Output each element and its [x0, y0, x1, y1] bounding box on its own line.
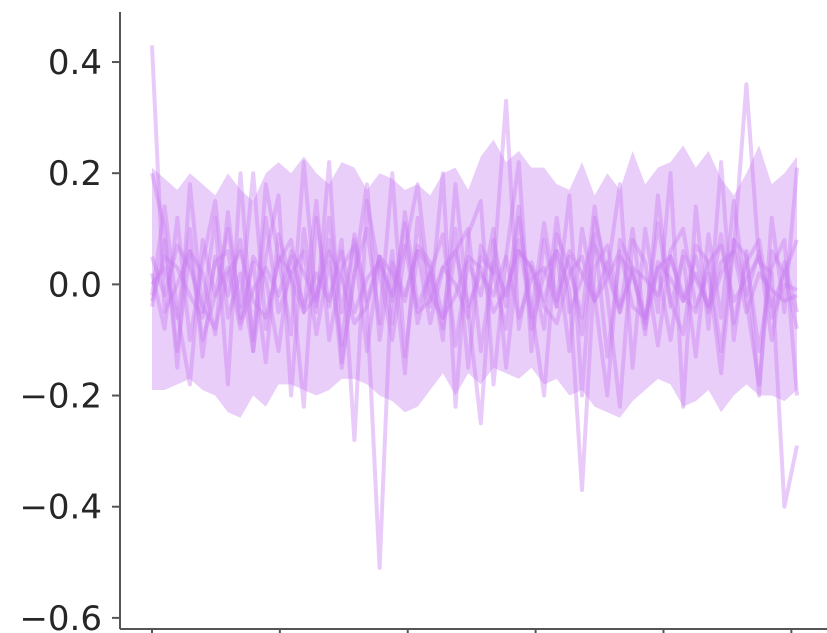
y-tick-label: 0.4 [48, 43, 102, 83]
y-tick-label: −0.4 [19, 488, 102, 528]
y-tick-label: −0.2 [19, 377, 102, 417]
series-line-4 [150, 160, 799, 426]
y-ticks: 0.4 0.2 0.0 −0.2 −0.4 −0.6 [19, 43, 120, 633]
series-line-2 [150, 160, 799, 409]
series-lines-group [150, 45, 799, 570]
y-tick-label: 0.0 [48, 265, 102, 305]
x-ticks [151, 629, 793, 633]
std-band [152, 139, 797, 418]
series-line-8 [150, 210, 798, 359]
series-line-1 [150, 45, 799, 570]
series-line-6 [150, 237, 799, 331]
std-band-group [152, 139, 797, 418]
series-line-5 [150, 171, 799, 442]
series-line-3 [150, 243, 798, 326]
y-tick-label: 0.2 [48, 154, 102, 194]
axes [119, 12, 827, 630]
y-tick-label: −0.6 [19, 599, 102, 633]
series-line-7 [150, 199, 799, 370]
